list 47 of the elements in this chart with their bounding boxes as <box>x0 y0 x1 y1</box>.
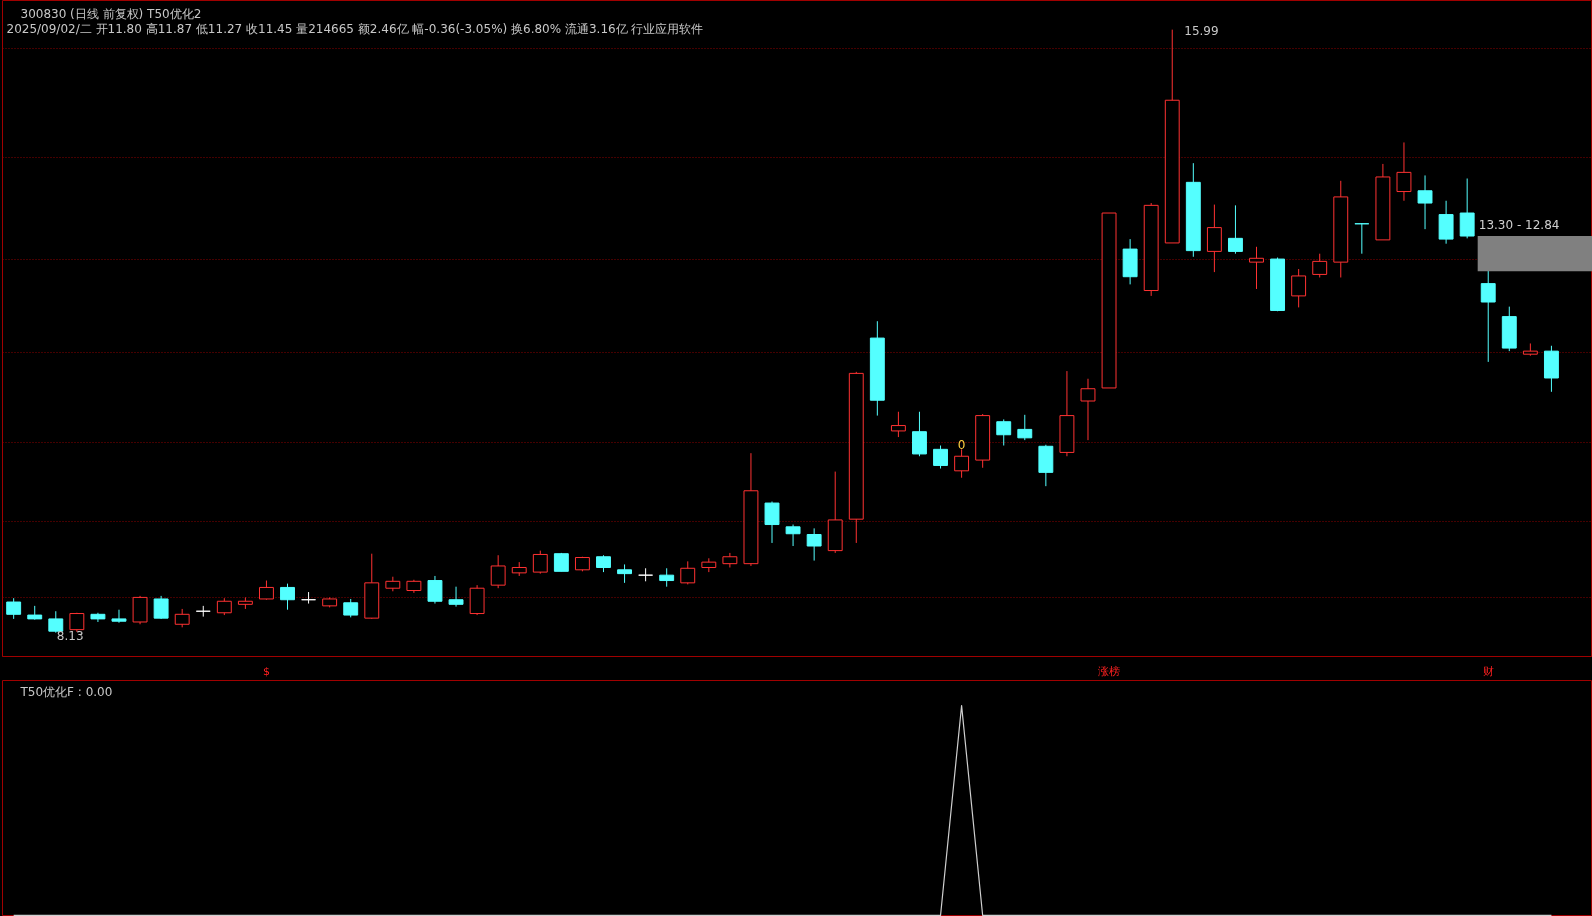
candlestick <box>1017 414 1033 441</box>
candlestick <box>153 595 169 620</box>
candlestick <box>280 583 295 611</box>
x-tick-label: 涨榜 <box>1098 664 1121 678</box>
candlestick <box>490 554 506 589</box>
x-tick-label: $ <box>262 664 270 678</box>
candlestick <box>1206 204 1222 273</box>
candlestick <box>6 597 22 620</box>
candlestick <box>1312 253 1328 278</box>
candlestick <box>933 445 948 470</box>
annotation: 8.13 <box>56 628 84 643</box>
candlestick <box>259 580 274 601</box>
candlestick <box>1417 174 1433 230</box>
candlestick <box>764 501 780 544</box>
candlestick <box>1396 141 1412 202</box>
candlestick <box>680 560 696 585</box>
candlestick <box>1080 378 1096 441</box>
candlestick <box>617 563 633 584</box>
candlestick <box>1249 246 1264 290</box>
annotation: 15.99 <box>1184 23 1219 38</box>
candlestick <box>806 527 822 562</box>
band-label: 13.30 - 12.84 <box>1478 218 1560 233</box>
candlestick <box>532 550 548 575</box>
candlestick <box>1480 269 1496 363</box>
candlestick <box>174 608 190 628</box>
annotation: 0 <box>957 438 966 453</box>
candlestick <box>1354 222 1370 255</box>
candlestick <box>954 448 970 479</box>
candlestick <box>785 524 801 547</box>
chart-title: T50优化F : 0.00 <box>19 684 113 699</box>
candlestick <box>890 411 906 438</box>
candlestick <box>195 605 211 618</box>
text: 300830 (日线 前复权) T50优化2 <box>20 6 202 21</box>
candlestick <box>659 567 675 588</box>
x-tick-label: 财 <box>1482 664 1494 678</box>
candlestick <box>343 598 359 618</box>
candlestick <box>448 586 464 608</box>
candlestick <box>1291 268 1307 308</box>
candlestick <box>111 609 127 624</box>
candlestick <box>301 591 317 605</box>
candlestick <box>638 567 654 582</box>
candlestick <box>427 575 443 605</box>
candlestick <box>912 411 927 457</box>
candlestick <box>996 418 1012 447</box>
candlestick <box>1459 178 1475 239</box>
candlestick <box>1227 204 1243 255</box>
text: 2025/09/02/二 开11.80 高11.87 低11.27 收11.45 量214665 额2.46亿 幅-0.36(-3.05%) 换6.80% 流通3.16亿 行业应用软件 <box>6 21 704 36</box>
